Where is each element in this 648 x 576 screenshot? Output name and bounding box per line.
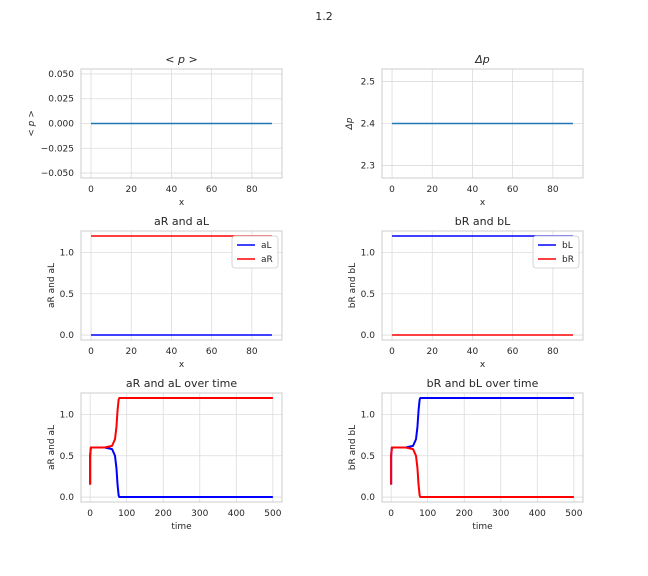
legend: aL aR [231, 235, 279, 269]
x-tick-label: 20 [126, 185, 138, 195]
legend-box [231, 235, 279, 269]
x-tick-label: 40 [467, 185, 479, 195]
y-tick-label: 0.0 [361, 493, 376, 503]
subplot-title: aR and aL over time [126, 377, 238, 390]
axes-frame [381, 68, 584, 179]
subplot-title: Δp [474, 53, 490, 66]
subplot-1: 0 20 40 60 80 −0.050 −0.025 0.000 0.025 0.050 < p … [27, 53, 283, 208]
legend-label: aR [261, 255, 273, 265]
subplot-2: 0 20 40 60 80 2.3 2.4 2.5 Δp x Δp [345, 53, 584, 208]
y-tick-label: 0.0 [361, 331, 376, 341]
x-tick-label: 80 [547, 347, 559, 357]
subplot-title: bR and bL over time [427, 377, 539, 390]
x-tick-label: 500 [565, 509, 582, 519]
subplot-title: < p > [165, 53, 197, 66]
x-tick-label: 20 [427, 185, 439, 195]
y-axis-label: < p > [27, 110, 37, 137]
axes-frame [80, 230, 283, 341]
y-tick-label: 0.5 [361, 290, 375, 300]
y-axis-label: aR and aL [47, 425, 57, 470]
axes-frame [80, 392, 283, 503]
y-axis-label: aR and aL [47, 263, 57, 308]
x-axis-label: time [472, 522, 493, 532]
subplot-title: bR and bL [455, 215, 511, 228]
x-axis-label: x [179, 360, 185, 370]
x-tick-label: 0 [88, 347, 94, 357]
y-tick-label: 0.5 [361, 452, 375, 462]
x-tick-label: 60 [507, 185, 519, 195]
x-tick-label: 20 [427, 347, 439, 357]
y-tick-label: 1.0 [361, 248, 376, 258]
figure-suptitle: 1.2 [315, 10, 333, 23]
plot-area [382, 393, 583, 502]
x-tick-label: 100 [118, 509, 135, 519]
x-tick-label: 20 [126, 347, 138, 357]
y-tick-label: 1.0 [60, 410, 75, 420]
legend-box [532, 235, 580, 269]
series-line-2 [390, 446, 574, 499]
x-tick-label: 200 [456, 509, 473, 519]
x-axis-label: x [179, 198, 185, 208]
axes-frame [381, 392, 584, 503]
x-tick-label: 200 [155, 509, 172, 519]
y-axis-label: bR and bL [348, 425, 358, 470]
y-tick-label: 0.5 [60, 452, 74, 462]
x-tick-label: 400 [228, 509, 245, 519]
subplot-6: 0 100 200 300 400 500 0.0 0.5 1.0 bR and bL over … [348, 377, 584, 532]
subplot-5: 0 100 200 300 400 500 0.0 0.5 1.0 aR and aL over … [47, 377, 283, 532]
axes-frame [381, 230, 584, 341]
x-tick-label: 40 [166, 185, 178, 195]
axes-frame [80, 68, 283, 179]
x-tick-label: 0 [87, 509, 93, 519]
y-tick-label: 0.0 [60, 331, 75, 341]
x-tick-label: 500 [264, 509, 281, 519]
x-axis-label: x [480, 198, 486, 208]
x-tick-label: 300 [492, 509, 509, 519]
x-axis-label: time [171, 522, 192, 532]
x-tick-label: 80 [246, 185, 258, 195]
y-tick-label: 1.0 [361, 410, 376, 420]
x-tick-label: 0 [389, 185, 395, 195]
x-tick-label: 400 [529, 509, 546, 519]
x-tick-label: 60 [507, 347, 519, 357]
x-tick-label: 0 [88, 185, 94, 195]
y-tick-label: −0.025 [41, 144, 74, 154]
y-tick-label: 2.5 [361, 78, 375, 88]
y-tick-label: 0.0 [60, 493, 75, 503]
y-tick-label: 0.025 [48, 95, 74, 105]
series-line-2 [89, 396, 273, 485]
x-tick-label: 0 [389, 347, 395, 357]
x-tick-label: 300 [191, 509, 208, 519]
y-tick-label: 1.0 [60, 248, 75, 258]
y-tick-label: 2.4 [361, 120, 376, 130]
x-axis-label: x [480, 360, 486, 370]
x-tick-label: 60 [206, 185, 218, 195]
x-tick-label: 80 [246, 347, 258, 357]
plot-area [81, 393, 282, 502]
subplot-title: aR and aL [154, 215, 210, 228]
x-tick-label: 100 [419, 509, 436, 519]
legend-label: bL [562, 241, 573, 251]
x-tick-label: 40 [467, 347, 479, 357]
x-tick-label: 60 [206, 347, 218, 357]
legend-label: aL [261, 241, 272, 251]
x-tick-label: 40 [166, 347, 178, 357]
y-axis-label: bR and bL [348, 263, 358, 308]
x-tick-label: 80 [547, 185, 559, 195]
y-tick-label: 2.3 [361, 161, 375, 171]
y-tick-label: 0.000 [48, 120, 74, 130]
y-axis-label: Δp [345, 117, 355, 130]
legend-label: bR [562, 255, 574, 265]
y-tick-label: 0.5 [60, 290, 74, 300]
x-tick-label: 0 [388, 509, 394, 519]
legend: bL bR [532, 235, 580, 269]
y-tick-label: 0.050 [48, 70, 74, 80]
y-tick-label: −0.050 [41, 169, 75, 179]
